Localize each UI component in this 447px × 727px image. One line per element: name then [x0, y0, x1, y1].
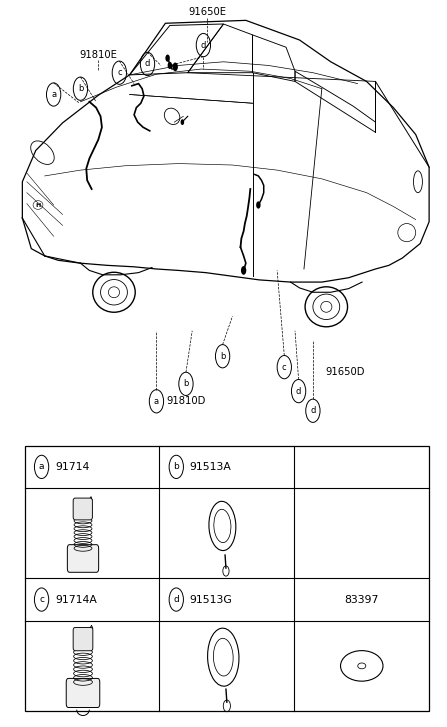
Ellipse shape	[214, 510, 231, 542]
Text: H: H	[35, 203, 41, 207]
Text: 91513A: 91513A	[190, 462, 232, 472]
Ellipse shape	[207, 628, 239, 686]
Text: 83397: 83397	[345, 595, 379, 605]
Text: d: d	[201, 41, 206, 49]
Bar	[25, 446, 429, 711]
Text: c: c	[39, 595, 44, 604]
FancyBboxPatch shape	[73, 498, 93, 520]
Text: d: d	[310, 406, 316, 415]
Text: a: a	[154, 397, 159, 406]
FancyBboxPatch shape	[66, 678, 100, 707]
Text: b: b	[78, 84, 83, 93]
Ellipse shape	[209, 502, 236, 550]
Circle shape	[256, 201, 261, 209]
Text: d: d	[296, 387, 301, 395]
Text: 91714: 91714	[55, 462, 89, 472]
Text: 91714A: 91714A	[55, 595, 97, 605]
Ellipse shape	[164, 108, 180, 124]
Text: c: c	[282, 363, 287, 371]
Circle shape	[173, 63, 178, 71]
Text: a: a	[39, 462, 44, 471]
Ellipse shape	[213, 638, 233, 676]
Text: 91650D: 91650D	[325, 367, 365, 377]
Text: b: b	[173, 462, 179, 471]
Text: b: b	[220, 352, 225, 361]
Text: d: d	[173, 595, 179, 604]
Text: a: a	[51, 90, 56, 99]
FancyBboxPatch shape	[73, 627, 93, 651]
Circle shape	[165, 55, 170, 62]
Text: 91513G: 91513G	[190, 595, 232, 605]
Text: 91810E: 91810E	[80, 49, 117, 60]
Circle shape	[181, 119, 184, 125]
Text: b: b	[183, 379, 189, 388]
Text: 91650E: 91650E	[188, 7, 227, 17]
Circle shape	[241, 266, 246, 275]
Text: c: c	[117, 68, 122, 77]
Text: 91810D: 91810D	[166, 396, 206, 406]
FancyBboxPatch shape	[67, 545, 99, 572]
Text: d: d	[145, 60, 150, 68]
Circle shape	[168, 62, 172, 69]
